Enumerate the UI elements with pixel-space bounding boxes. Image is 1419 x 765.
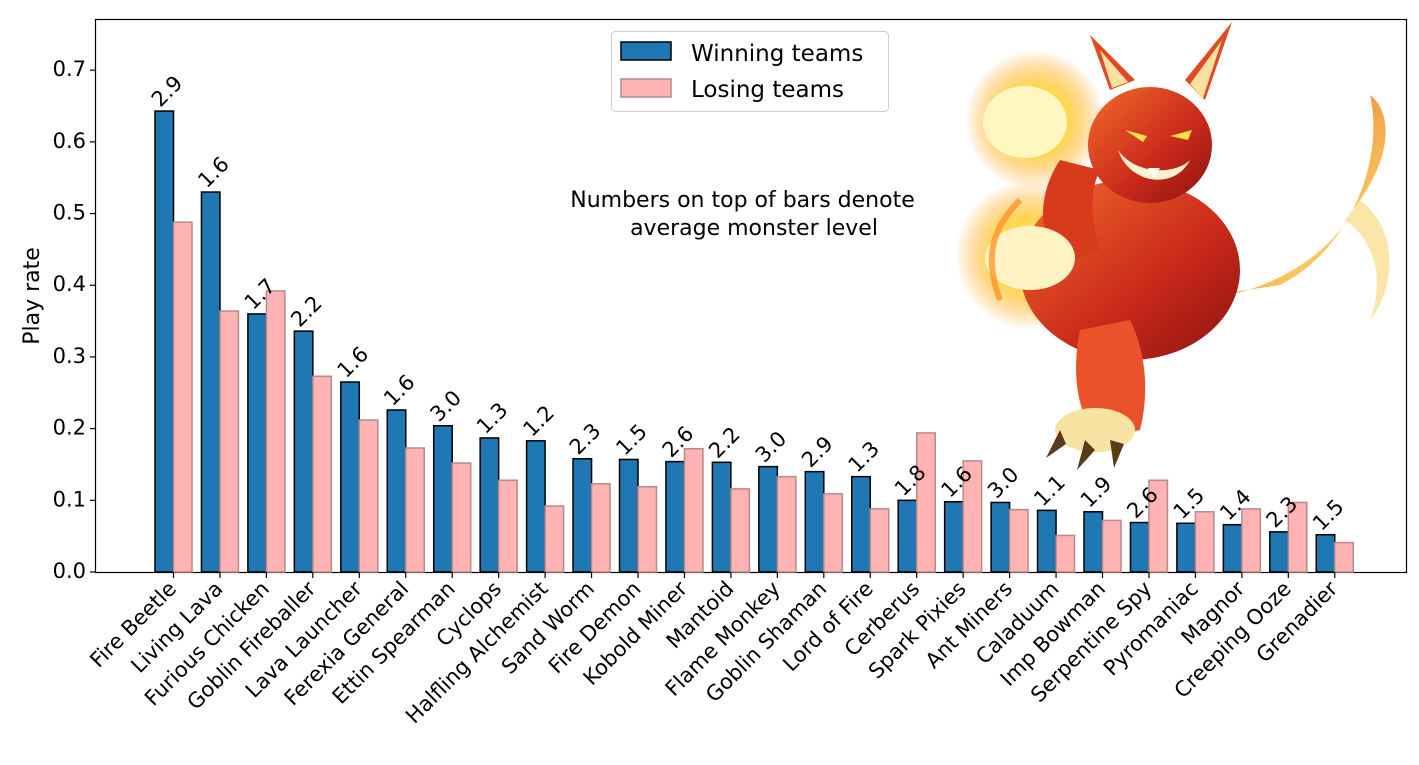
bar-winning — [247, 313, 268, 573]
bar-level-label: 1.2 — [518, 401, 559, 442]
legend-label-losing: Losing teams — [691, 77, 844, 103]
y-tick-label: 0.2 — [53, 416, 86, 440]
bar-losing — [265, 290, 286, 573]
bar-winning — [479, 437, 500, 573]
bar-winning — [154, 110, 175, 573]
annotation-text: Numbers on top of bars denote average mo… — [570, 188, 921, 241]
bar-losing — [869, 508, 890, 573]
bar-losing — [962, 460, 983, 573]
bar-winning — [525, 440, 546, 573]
y-axis: 0.0 0.1 0.2 0.3 0.4 0.5 0.6 0.7 — [53, 57, 96, 583]
bar-winning — [897, 499, 918, 573]
bar-winning — [432, 425, 453, 573]
bar-losing — [683, 447, 704, 573]
bar-winning — [293, 330, 314, 573]
legend-label-winning: Winning teams — [691, 41, 863, 67]
bar-level-label: 3.0 — [426, 386, 467, 427]
bar-losing — [1194, 511, 1215, 573]
bar-winning — [618, 458, 639, 573]
y-tick-label: 0.6 — [53, 129, 86, 153]
bar-losing — [219, 310, 240, 573]
bar-winning — [990, 501, 1011, 573]
bar-level-label: 1.9 — [1076, 472, 1117, 513]
bar-winning — [758, 465, 779, 573]
bar-losing — [590, 483, 611, 573]
bar-winning — [711, 461, 732, 573]
legend-swatch-winning — [620, 41, 672, 61]
bar-losing — [172, 221, 193, 573]
bar-level-label: 1.1 — [1029, 470, 1070, 511]
y-tick-label: 0.7 — [53, 57, 86, 81]
bar-level-label: 1.6 — [193, 152, 234, 193]
fire-monkey-illustration-icon — [955, 22, 1390, 470]
legend: Winning teams Losing teams — [611, 31, 889, 112]
bar-winning — [1315, 533, 1336, 573]
bar-losing — [915, 432, 936, 573]
bar-winning — [1176, 522, 1197, 573]
bar-losing — [358, 419, 379, 573]
y-tick-label: 0.5 — [53, 201, 86, 225]
plot-area — [94, 18, 1408, 574]
y-tick-label: 0.4 — [53, 272, 86, 296]
bar-level-label: 2.2 — [704, 422, 745, 463]
bar-losing — [1334, 541, 1354, 573]
y-tick-label: 0.0 — [53, 559, 86, 583]
bar-losing — [451, 462, 472, 573]
bar-losing — [730, 488, 751, 573]
bar-level-label: 1.5 — [1308, 495, 1349, 536]
bar-level-label: 1.6 — [333, 342, 374, 383]
bar-level-label: 1.6 — [379, 370, 420, 411]
bar-level-label: 1.5 — [611, 419, 652, 460]
bar-losing — [544, 505, 565, 573]
y-tick-label: 0.3 — [53, 344, 86, 368]
legend-swatch-losing — [620, 78, 672, 98]
bar-losing — [1241, 508, 1262, 573]
bar-level-label: 3.0 — [983, 462, 1024, 503]
bar-losing — [1148, 479, 1169, 573]
bar-losing — [1008, 508, 1029, 573]
bar-winning — [665, 460, 686, 573]
bar-losing — [823, 493, 844, 573]
bar-level-label: 1.3 — [472, 398, 513, 439]
bar-level-label: 2.3 — [565, 419, 606, 460]
bar-winning — [572, 457, 593, 573]
bar-losing — [405, 447, 425, 573]
y-tick-label: 0.1 — [53, 487, 86, 511]
bar-winning — [804, 470, 825, 573]
bar-losing — [776, 475, 797, 573]
annotation-line-1: Numbers on top of bars denote — [570, 188, 914, 213]
bar-level-label: 2.2 — [286, 291, 327, 332]
bar-winning — [200, 191, 221, 573]
bars — [154, 110, 1354, 573]
bar-winning — [943, 500, 964, 573]
bar-level-label: 2.9 — [147, 71, 188, 112]
bar-winning — [386, 409, 407, 573]
bar-winning — [1222, 523, 1243, 573]
bar-winning — [1129, 521, 1150, 573]
bar-winning — [340, 381, 361, 573]
bar-winning — [1269, 531, 1290, 573]
bar-losing — [1055, 534, 1076, 573]
bar-level-label: 1.3 — [844, 437, 885, 478]
bar-level-label: 2.9 — [797, 432, 838, 473]
bar-level-label: 3.0 — [751, 427, 792, 468]
bar-winning — [1036, 509, 1057, 573]
annotation-line-2: average monster level — [630, 216, 878, 241]
bar-losing — [1287, 501, 1308, 573]
bar-losing — [1101, 519, 1122, 573]
legend-box — [611, 31, 889, 112]
bar-winning — [1083, 511, 1104, 573]
bar-losing — [637, 485, 658, 573]
bar-winning — [851, 475, 871, 573]
bar-losing — [312, 375, 333, 573]
bar-losing — [497, 479, 518, 573]
y-axis-title: Play rate — [20, 247, 45, 345]
